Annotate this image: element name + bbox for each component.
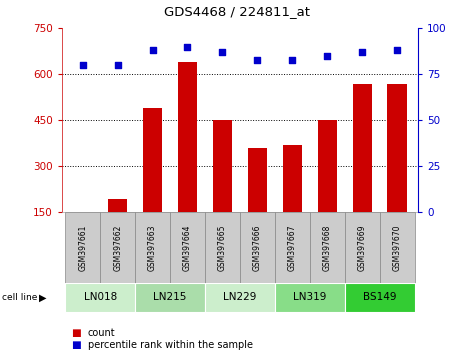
Bar <box>345 212 380 283</box>
Bar <box>135 212 170 283</box>
Point <box>184 44 191 50</box>
Point <box>114 62 122 68</box>
Bar <box>318 120 337 258</box>
Text: GSM397666: GSM397666 <box>253 224 262 271</box>
Point <box>393 47 401 53</box>
Text: GSM397670: GSM397670 <box>392 224 401 271</box>
Bar <box>65 212 100 283</box>
Bar <box>352 84 372 258</box>
Bar <box>283 145 302 258</box>
Bar <box>240 212 275 283</box>
Text: BS149: BS149 <box>363 292 396 302</box>
Text: GSM397667: GSM397667 <box>288 224 297 271</box>
Bar <box>205 212 240 283</box>
Bar <box>388 84 407 258</box>
Text: ■: ■ <box>71 340 81 350</box>
Bar <box>100 212 135 283</box>
Text: GSM397664: GSM397664 <box>183 224 192 271</box>
Bar <box>178 62 197 258</box>
Text: GSM397661: GSM397661 <box>78 224 87 271</box>
Text: GSM397663: GSM397663 <box>148 224 157 271</box>
Text: LN229: LN229 <box>223 292 256 302</box>
Bar <box>170 212 205 283</box>
Point <box>218 50 226 55</box>
Point <box>288 57 296 62</box>
Point <box>149 47 156 53</box>
Text: GSM397665: GSM397665 <box>218 224 227 271</box>
Text: GSM397669: GSM397669 <box>358 224 367 271</box>
Bar <box>380 212 415 283</box>
Text: count: count <box>88 328 115 338</box>
Text: ▶: ▶ <box>39 292 47 302</box>
Bar <box>345 283 415 312</box>
Text: cell line: cell line <box>2 293 41 302</box>
Bar <box>310 212 345 283</box>
Point <box>79 62 86 68</box>
Bar <box>65 283 135 312</box>
Point <box>254 57 261 62</box>
Text: percentile rank within the sample: percentile rank within the sample <box>88 340 253 350</box>
Bar <box>248 148 267 258</box>
Bar <box>143 108 162 258</box>
Bar <box>108 199 127 258</box>
Text: LN018: LN018 <box>84 292 117 302</box>
Bar <box>213 120 232 258</box>
Text: ■: ■ <box>71 328 81 338</box>
Bar <box>205 283 275 312</box>
Bar <box>135 283 205 312</box>
Point <box>358 50 366 55</box>
Text: LN319: LN319 <box>293 292 326 302</box>
Text: GDS4468 / 224811_at: GDS4468 / 224811_at <box>164 5 311 18</box>
Text: GSM397668: GSM397668 <box>323 224 332 271</box>
Bar <box>73 212 92 258</box>
Bar <box>275 212 310 283</box>
Text: LN215: LN215 <box>153 292 187 302</box>
Point <box>323 53 331 59</box>
Bar <box>275 283 345 312</box>
Text: GSM397662: GSM397662 <box>113 224 122 271</box>
